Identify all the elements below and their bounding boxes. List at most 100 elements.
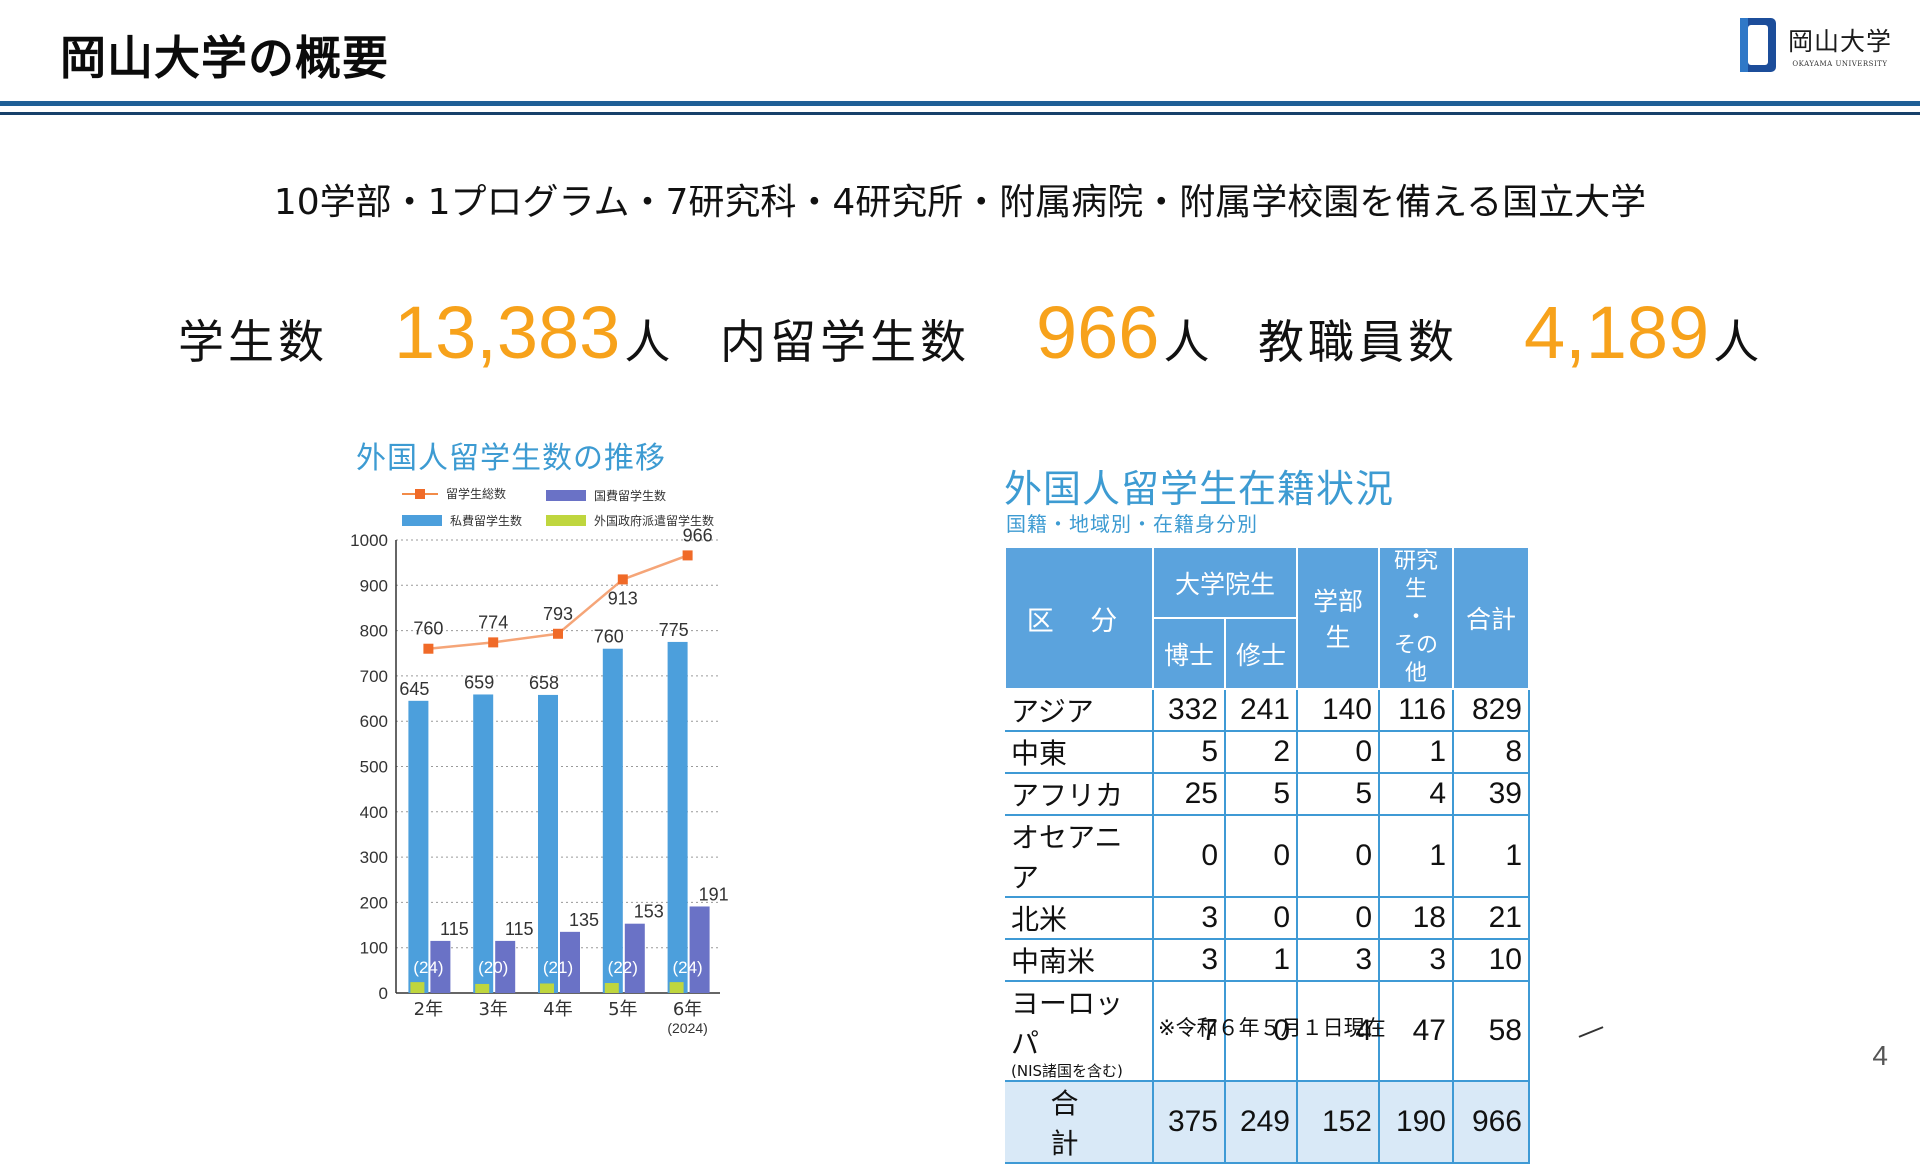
y-tick-label: 900	[360, 576, 388, 595]
stat-value: 966	[1036, 291, 1160, 374]
value-cell: 332	[1153, 689, 1226, 732]
y-tick-label: 800	[360, 622, 388, 641]
region-name: 北米	[1011, 903, 1068, 936]
x-tick-label: 2年	[414, 999, 443, 1020]
region-cell: アフリカ	[1005, 773, 1154, 816]
x-tick-label: 4年	[543, 999, 572, 1020]
header-rule-secondary	[0, 112, 1920, 115]
y-tick-label: 300	[360, 848, 388, 867]
total-marker	[682, 550, 693, 561]
total-label: 966	[683, 525, 713, 545]
value-cell: 3	[1379, 939, 1454, 982]
value-cell: 1	[1225, 939, 1298, 982]
region-name: アフリカ	[1011, 779, 1124, 812]
chart-title: 外国人留学生数の推移	[356, 441, 666, 476]
value-cell: 829	[1453, 689, 1530, 732]
chart-plot: 0 100 200 300 400 500 600 700 800 900 1000 645 115 (2…	[350, 525, 728, 1036]
stat-unit: 人	[1163, 315, 1210, 369]
y-tick-label: 600	[360, 712, 388, 731]
table-row: 北米 3 0 0 18 21	[1005, 897, 1530, 940]
y-tick-label: 0	[379, 984, 388, 1003]
region-name: 中南米	[1011, 945, 1096, 978]
value-cell: 25	[1153, 773, 1226, 816]
value-cell: 0	[1297, 897, 1380, 940]
value-cell: 10	[1453, 939, 1530, 982]
value-cell: 1	[1379, 815, 1454, 898]
legend-item-total: 留学生総数	[402, 485, 506, 502]
bar-foreign-gov	[669, 982, 684, 993]
legend-swatch	[546, 490, 586, 501]
bar-foreign-gov	[410, 982, 425, 993]
table-row: オセアニア 0 0 0 1 1	[1005, 815, 1530, 898]
bar-private-label: 760	[594, 627, 624, 647]
enrollment-table: 区 分 大学院生 学部生 研究生 ・ その他 合計 博士 修士 アジア 332 24…	[1004, 546, 1530, 1164]
value-cell: 3	[1153, 897, 1226, 940]
value-cell: 0	[1153, 815, 1226, 898]
region-cell: 北米	[1005, 897, 1154, 940]
legend-swatch	[402, 515, 442, 526]
bar-private-label: 658	[529, 673, 559, 693]
stat-international-students: 内留学生数 966 人	[720, 290, 1209, 375]
bar-foreign-gov-label: (22)	[608, 958, 638, 977]
total-label: 913	[608, 588, 638, 608]
header-doctor: 博士	[1152, 617, 1226, 690]
header-research-bottom: その他	[1393, 633, 1438, 686]
bar-government	[430, 940, 451, 993]
table-subtitle: 国籍・地域別・在籍身分別	[1006, 512, 1258, 536]
bar-government-label: 153	[634, 902, 664, 922]
legend-item-private: 私費留学生数	[402, 512, 522, 529]
bar-government	[624, 923, 645, 993]
total-marker	[423, 643, 434, 654]
value-cell: 2	[1225, 731, 1298, 774]
bar-private	[667, 641, 688, 993]
total-label: 760	[413, 619, 443, 639]
table-row: 中南米 3 1 3 3 10	[1005, 939, 1530, 982]
total-cell: 249	[1225, 1081, 1298, 1164]
y-tick-label: 1000	[350, 531, 388, 550]
table-row: アフリカ 25 5 5 4 39	[1005, 773, 1530, 816]
bar-foreign-gov	[475, 983, 490, 993]
value-cell: 4	[1297, 981, 1380, 1082]
stat-unit: 人	[624, 315, 671, 369]
table-row: ヨーロッパ (NIS諸国を含む) 7 0 4 47 58	[1005, 981, 1530, 1082]
value-cell: 0	[1225, 815, 1298, 898]
header-region: 区 分	[1004, 546, 1154, 690]
total-marker	[488, 637, 499, 648]
stat-staff: 教職員数 4,189 人	[1258, 290, 1759, 375]
value-cell: 39	[1453, 773, 1530, 816]
value-cell: 7	[1153, 981, 1226, 1082]
logo-english-name: OKAYAMA UNIVERSITY	[1792, 60, 1888, 68]
y-tick-label: 400	[360, 803, 388, 822]
value-cell: 5	[1297, 773, 1380, 816]
value-cell: 4	[1379, 773, 1454, 816]
x-tick-note: (2024)	[667, 1020, 707, 1036]
total-cell: 966	[1453, 1081, 1530, 1164]
logo-japanese-name: 岡山大学	[1787, 27, 1892, 56]
x-tick-label: 6年	[673, 999, 702, 1020]
value-cell: 3	[1153, 939, 1226, 982]
total-cell: 152	[1297, 1081, 1380, 1164]
bar-government-label: 115	[505, 919, 534, 939]
table-footnote: ※令和６年５月１日現在	[1158, 1016, 1386, 1040]
y-tick-label: 200	[360, 893, 388, 912]
value-cell: 0	[1225, 897, 1298, 940]
table-title: 外国人留学生在籍状況	[1004, 467, 1395, 511]
bar-government-label: 135	[569, 910, 599, 930]
x-tick-label: 3年	[478, 999, 507, 1020]
bar-government	[689, 906, 710, 993]
university-logo: 岡山大学 OKAYAMA UNIVERSITY	[1738, 16, 1892, 74]
bar-foreign-gov	[604, 983, 619, 993]
total-marker	[553, 628, 563, 639]
header-graduate: 大学院生	[1152, 546, 1298, 619]
slide-subtitle: 10学部・1プログラム・7研究科・4研究所・附属病院・附属学校園を備える国立大学	[273, 182, 1647, 223]
value-cell: 3	[1297, 939, 1380, 982]
bar-foreign-gov-label: (21)	[543, 958, 573, 977]
stat-unit: 人	[1713, 315, 1760, 369]
region-name: アジア	[1011, 695, 1094, 728]
value-cell: 8	[1453, 731, 1530, 774]
stray-mark	[1578, 1026, 1604, 1038]
total-marker	[617, 574, 628, 585]
region-note: (NIS諸国を含む)	[1011, 1062, 1123, 1080]
value-cell: 140	[1297, 689, 1380, 732]
value-cell: 116	[1379, 689, 1454, 732]
